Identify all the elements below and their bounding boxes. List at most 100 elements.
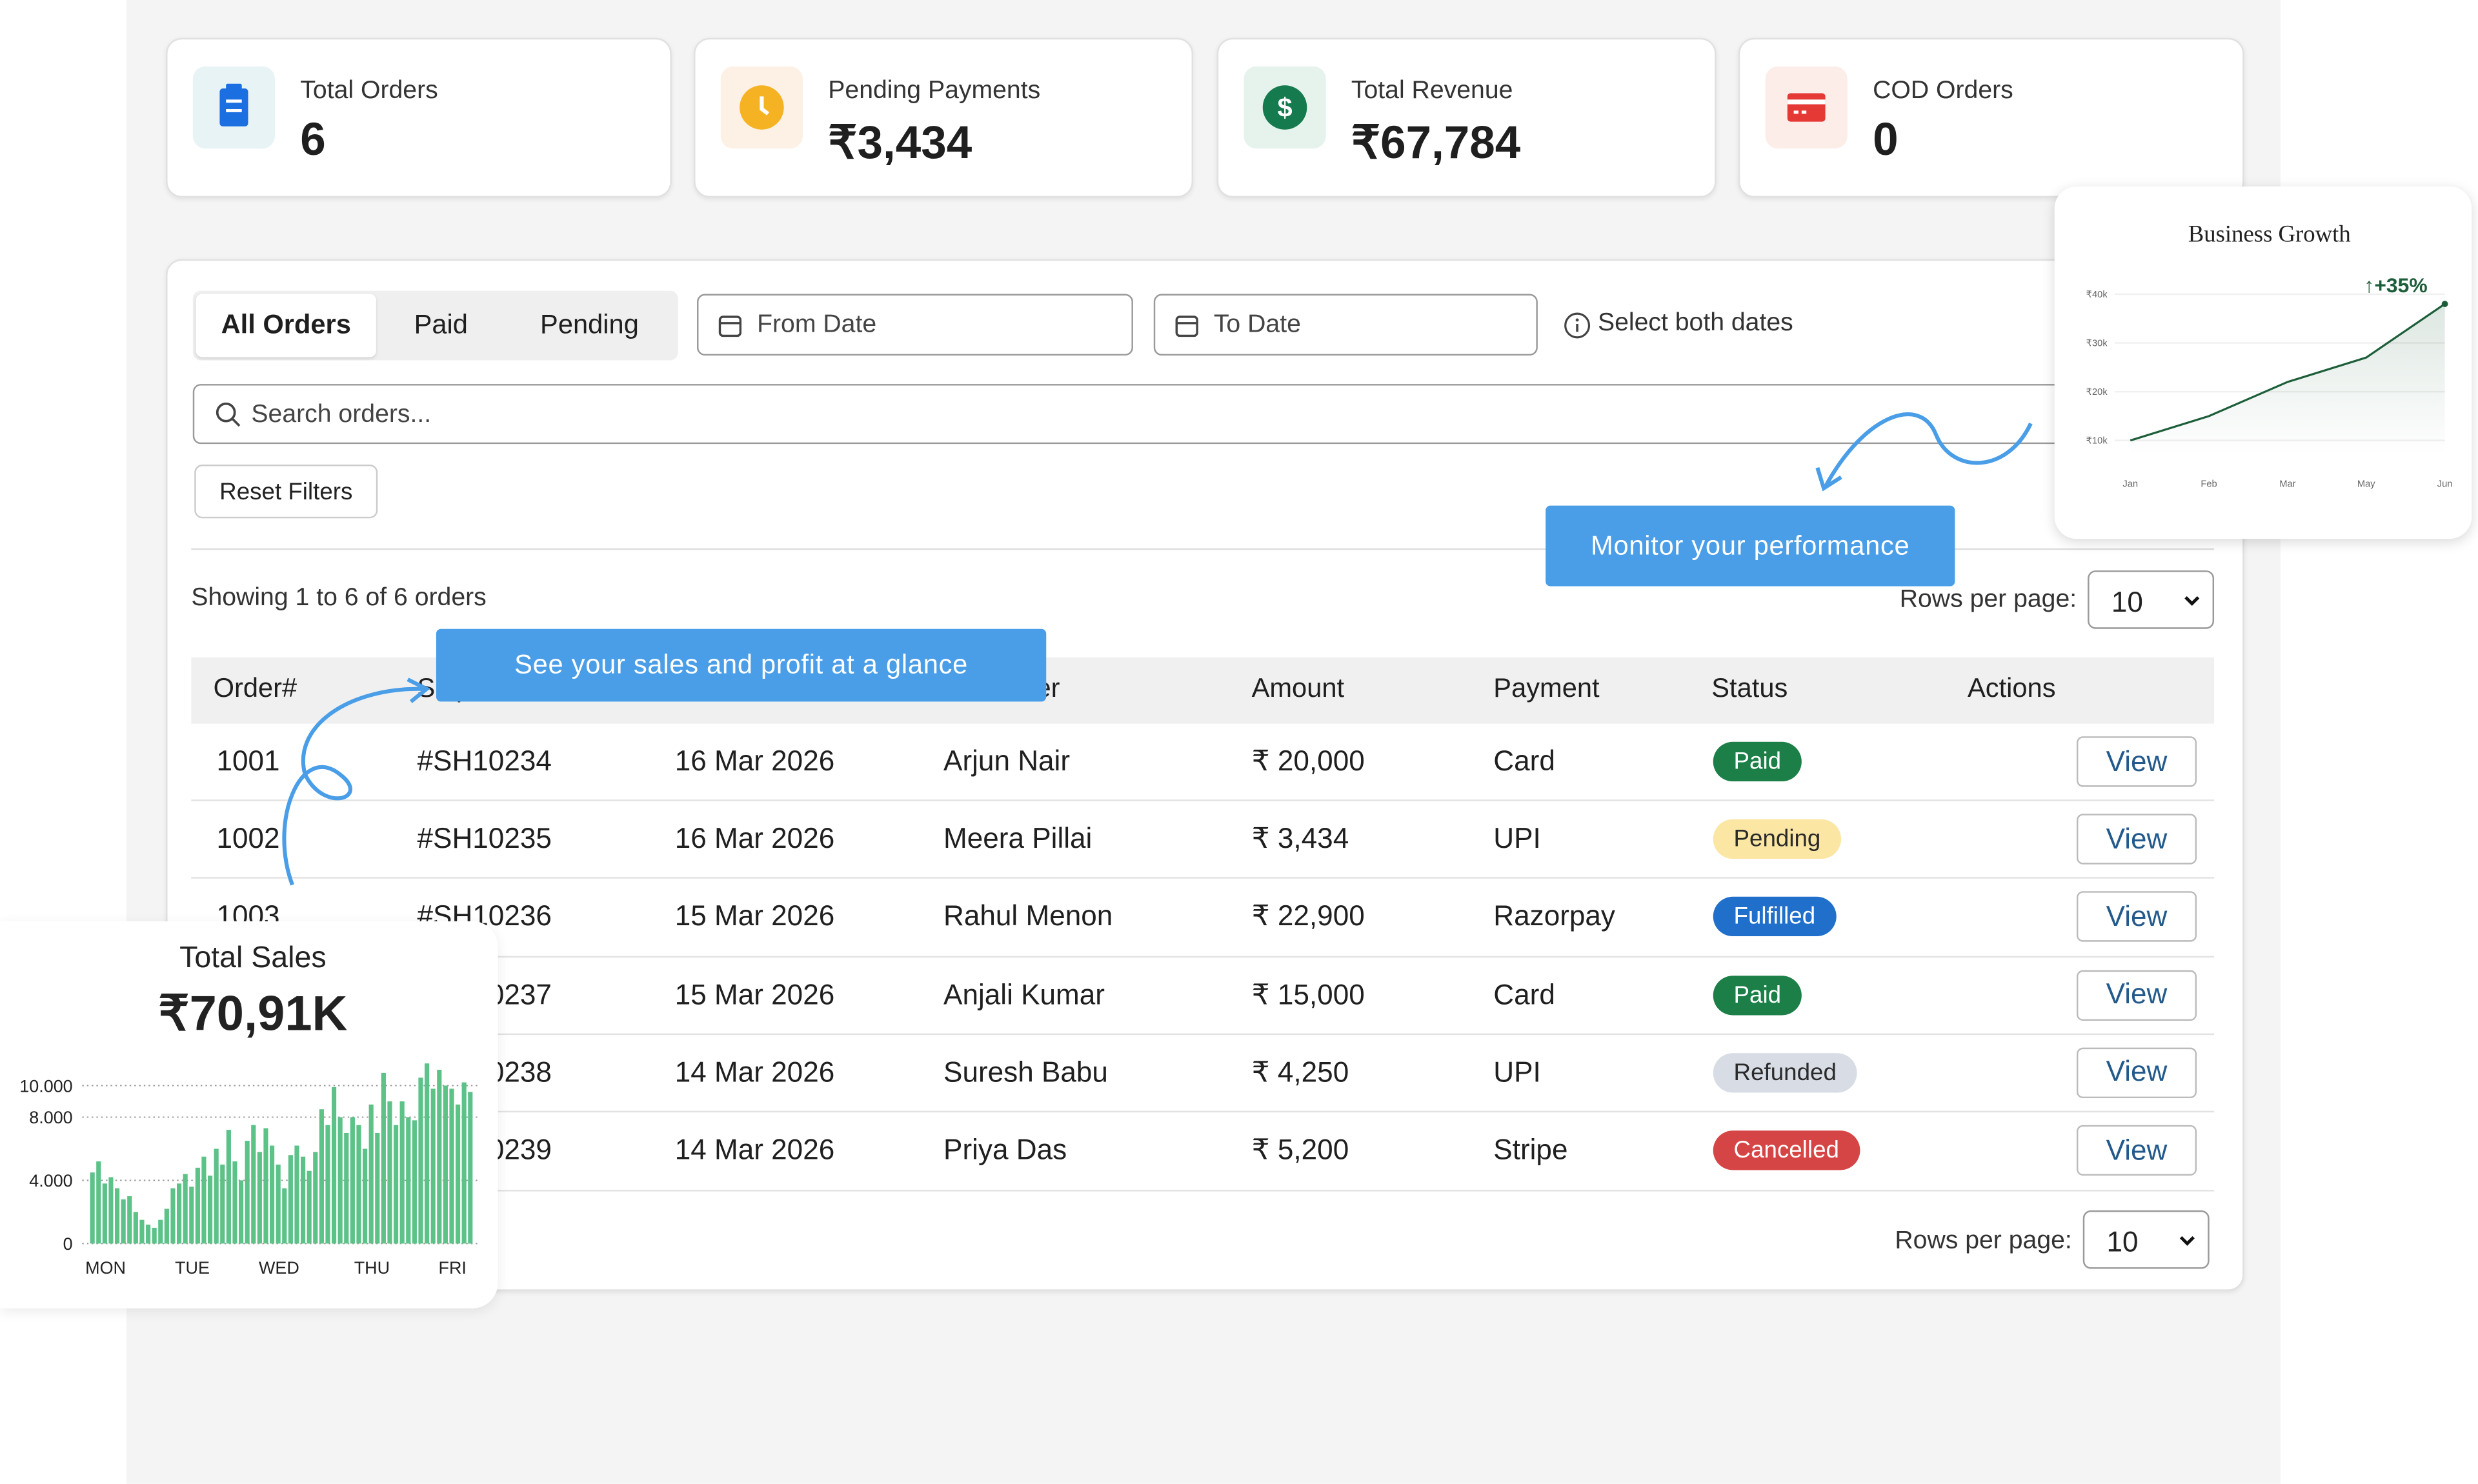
from-date[interactable]: From Date [697, 294, 1133, 356]
bar [424, 1063, 430, 1244]
bar [461, 1082, 467, 1244]
cell: ₹ 3,434 [1251, 823, 1349, 855]
status-badge: Paid [1713, 741, 1802, 782]
status-badge: Paid [1713, 975, 1802, 1015]
chevron [2184, 596, 2200, 606]
stat-value: 6 [300, 115, 326, 166]
bar [455, 1104, 461, 1244]
bar [207, 1176, 213, 1244]
view-button[interactable]: View [2076, 969, 2197, 1021]
y-tick-label: 10.000 [19, 1076, 72, 1096]
bar [220, 1164, 225, 1244]
bar [337, 1117, 343, 1244]
bar [307, 1170, 312, 1244]
bar [263, 1128, 268, 1244]
row-divider [191, 1190, 2215, 1192]
y-tick-label: 8.000 [29, 1108, 72, 1127]
search-icon [216, 402, 241, 427]
reset-button[interactable]: Reset Filters [194, 465, 378, 519]
chart-title: Business Growth [2188, 221, 2351, 247]
x-tick-label: Mar [2279, 479, 2295, 489]
view-button[interactable]: View [2076, 1125, 2197, 1176]
row-divider [191, 955, 2215, 958]
icon [720, 66, 803, 149]
search-input[interactable]: Search orders... [192, 384, 2090, 445]
row-divider [191, 799, 2215, 802]
rows-select[interactable]: 10 [2088, 570, 2215, 629]
rows-label: Rows per page: [1895, 1227, 2072, 1255]
cell: ₹ 15,000 [1251, 978, 1365, 1010]
y-tick-label: ₹40k [2086, 290, 2108, 300]
bar [164, 1208, 169, 1244]
stat-label: COD Orders [1873, 77, 2013, 105]
chevron [2179, 1236, 2195, 1246]
column-header: Status [1711, 673, 1788, 703]
cell: Priya Das [943, 1134, 1067, 1166]
bar [294, 1145, 299, 1244]
chart: Business Growth ↑+35% ₹10k ₹20k ₹30k ₹40k Ja… [2086, 221, 2453, 490]
cell: Stripe [1493, 1134, 1568, 1166]
bar [356, 1125, 361, 1244]
column-header: Amount [1251, 673, 1345, 703]
growth-card: Business Growth ↑+35% ₹10k ₹20k ₹30k ₹40k Ja… [2054, 186, 2472, 539]
cell: Rahul Menon [943, 900, 1113, 932]
bar [145, 1224, 151, 1244]
cell: ₹ 22,900 [1251, 900, 1365, 932]
x-tick-label: WED [259, 1258, 299, 1278]
callout: See your sales and profit at a glance [436, 628, 1047, 702]
bar [449, 1088, 454, 1244]
cell: UPI [1493, 823, 1541, 855]
bar [226, 1130, 231, 1244]
cell: 15 Mar 2026 [674, 978, 835, 1010]
tab[interactable]: Pending [540, 310, 639, 340]
cell: Razorpay [1493, 900, 1615, 932]
tab[interactable]: All Orders [196, 294, 376, 357]
cell: ₹ 20,000 [1251, 745, 1365, 777]
cell: Arjun Nair [943, 745, 1071, 777]
bar [300, 1156, 306, 1244]
row-divider [191, 877, 2215, 879]
stat-card: Pending Payments ₹3,434 [694, 37, 1193, 198]
x-tick-label: May [2357, 479, 2375, 489]
annotation: ↑+35% [2364, 274, 2427, 297]
bar [443, 1085, 448, 1244]
row-divider [191, 1110, 2215, 1113]
stat-label: Total Orders [300, 77, 438, 105]
icon [192, 66, 276, 149]
bar [381, 1072, 386, 1244]
bar [406, 1117, 411, 1244]
cell: Anjali Kumar [943, 978, 1105, 1010]
bar [430, 1088, 436, 1244]
stat-card: Total Orders 6 [166, 37, 672, 198]
cell: 16 Mar 2026 [674, 745, 835, 777]
bar [183, 1174, 188, 1244]
bar [257, 1152, 262, 1244]
rows-select[interactable]: 10 [2082, 1210, 2210, 1269]
cell: Suresh Babu [943, 1056, 1108, 1088]
bar [195, 1167, 200, 1244]
stat-label: Total Revenue [1351, 77, 1513, 105]
view-button[interactable]: View [2076, 814, 2197, 865]
bar [133, 1212, 138, 1244]
view-button[interactable]: View [2076, 892, 2197, 943]
cell: ₹ 5,200 [1251, 1134, 1349, 1166]
bar [387, 1101, 392, 1244]
cell: #SH10234 [417, 745, 552, 777]
tab[interactable]: Paid [414, 310, 468, 340]
rows-label: Rows per page: [1899, 586, 2077, 614]
x-tick-label: THU [354, 1258, 390, 1278]
view-button[interactable]: View [2076, 1047, 2197, 1098]
bar [344, 1132, 349, 1244]
view-button[interactable]: View [2076, 736, 2197, 787]
status-badge: Refunded [1713, 1052, 1857, 1092]
bar [176, 1183, 182, 1244]
to-date[interactable]: To Date [1153, 294, 1538, 356]
bar [158, 1219, 163, 1244]
chart: Total Sales ₹70,91K 0 4.000 8.000 10.000 MON… [19, 940, 478, 1278]
calendar-icon [718, 316, 742, 337]
bar [152, 1227, 157, 1244]
bar [189, 1187, 194, 1244]
cell: Card [1493, 978, 1555, 1010]
bar [313, 1152, 318, 1244]
